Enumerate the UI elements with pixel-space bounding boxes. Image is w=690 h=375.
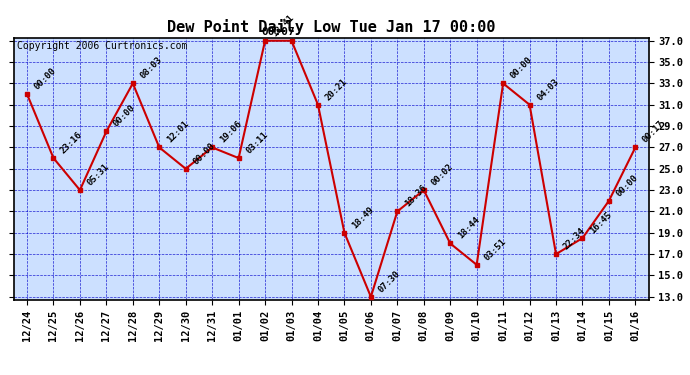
Text: 18:49: 18:49 xyxy=(350,205,375,230)
Text: 07:30: 07:30 xyxy=(377,268,402,294)
Text: 08:03: 08:03 xyxy=(139,55,164,81)
Text: 05:31: 05:31 xyxy=(86,162,111,188)
Title: Dew Point Daily Low Tue Jan 17 00:00: Dew Point Daily Low Tue Jan 17 00:00 xyxy=(167,19,495,35)
Text: 00:00: 00:00 xyxy=(615,172,640,198)
Text: Copyright 2006 Curtronics.com: Copyright 2006 Curtronics.com xyxy=(17,42,188,51)
Text: 04:03: 04:03 xyxy=(535,76,560,102)
Text: 03:11: 03:11 xyxy=(244,130,270,155)
Text: 18:41: 18:41 xyxy=(270,12,296,38)
Text: 00:00: 00:00 xyxy=(509,55,534,81)
Text: 18:44: 18:44 xyxy=(456,215,481,241)
Text: 20:21: 20:21 xyxy=(324,76,349,102)
Text: 00:07: 00:07 xyxy=(262,27,295,36)
Text: 12:01: 12:01 xyxy=(165,119,190,145)
Text: 16:45: 16:45 xyxy=(588,210,613,236)
Text: 23:16: 23:16 xyxy=(59,130,84,155)
Text: 00:00: 00:00 xyxy=(191,141,217,166)
Text: 19:06: 19:06 xyxy=(218,119,243,145)
Text: 00:00: 00:00 xyxy=(112,103,137,129)
Text: 00:17: 00:17 xyxy=(641,119,667,145)
Text: 22:34: 22:34 xyxy=(562,226,587,251)
Text: 18:36: 18:36 xyxy=(403,183,428,209)
Text: 00:02: 00:02 xyxy=(429,162,455,188)
Text: 00:00: 00:00 xyxy=(32,66,58,91)
Text: 03:51: 03:51 xyxy=(482,237,508,262)
